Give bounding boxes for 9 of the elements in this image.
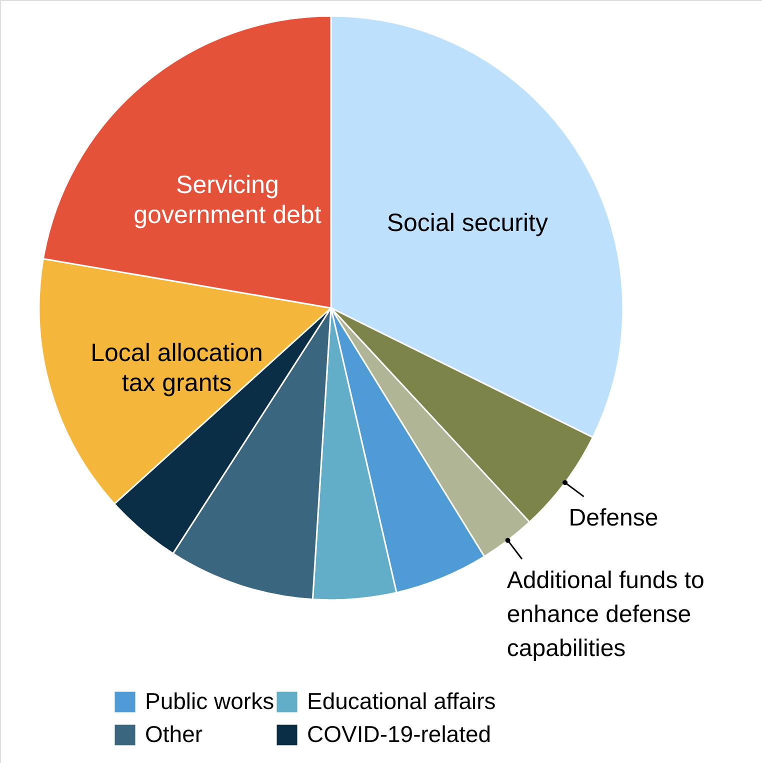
slice-label: Servicing government debt [134, 171, 322, 230]
slice-label: Social security [386, 209, 548, 238]
legend-label: Other [145, 721, 203, 747]
slice-label: Additional funds to enhance defense capabilities [506, 566, 704, 662]
slice-label: Defense [568, 504, 658, 532]
legend-label: COVID-19-related [307, 721, 492, 747]
slice-label: Local allocation tax grants [90, 338, 263, 397]
legend-label: Public works [145, 688, 274, 714]
legend-label: Educational affairs [307, 688, 496, 714]
